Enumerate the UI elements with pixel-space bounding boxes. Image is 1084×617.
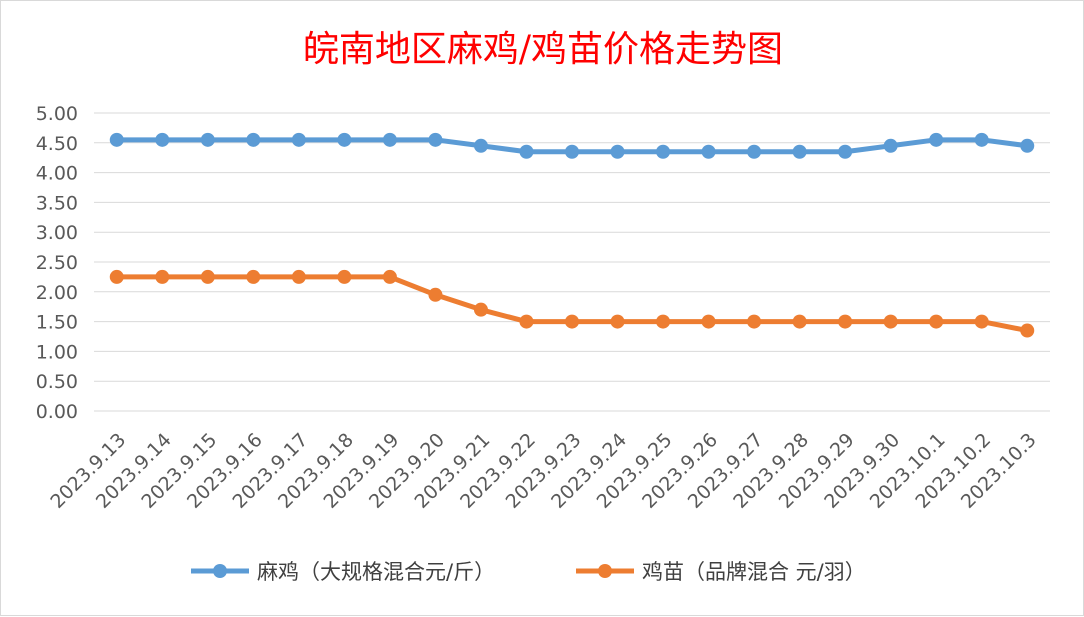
y-tick-label: 1.50: [36, 312, 78, 334]
data-point: [929, 314, 944, 329]
y-tick-label: 3.00: [36, 222, 78, 244]
data-point: [792, 144, 807, 159]
y-tick-label: 0.50: [36, 371, 78, 393]
data-point: [291, 269, 306, 284]
data-point: [838, 314, 853, 329]
y-tick-label: 5.00: [36, 103, 78, 125]
data-point: [565, 314, 579, 329]
data-point: [1020, 138, 1035, 153]
legend-item: 麻鸡（大规格混合元/斤）: [191, 560, 495, 584]
data-point: [747, 144, 762, 159]
series-1: [109, 132, 1035, 159]
data-point: [155, 269, 170, 284]
chart-title: 皖南地区麻鸡/鸡苗价格走势图: [303, 29, 783, 70]
data-point: [382, 132, 397, 147]
data-point: [656, 144, 671, 159]
y-tick-label: 2.00: [36, 282, 78, 304]
data-point: [701, 144, 716, 159]
series-group: [109, 132, 1035, 338]
data-point: [883, 138, 898, 153]
data-point: [610, 144, 625, 159]
y-axis-ticks: 0.00 0.50 1.00 1.50 2.00 2.50 3.00 3.50 4.00 4.50…: [36, 103, 78, 423]
data-point: [701, 314, 716, 329]
data-point: [974, 314, 989, 329]
data-point: [929, 132, 944, 147]
data-point: [428, 132, 443, 147]
legend-item: 鸡苗（品牌混合 元/羽）: [576, 560, 866, 584]
y-tick-label: 4.50: [36, 133, 78, 155]
data-point: [337, 269, 352, 284]
data-point: [610, 314, 625, 329]
y-tick-label: 1.00: [36, 341, 78, 363]
y-tick-label: 0.00: [36, 401, 78, 423]
data-point: [337, 132, 352, 147]
series-2: [109, 269, 1035, 338]
legend: 麻鸡（大规格混合元/斤） 鸡苗（品牌混合 元/羽）: [191, 560, 866, 584]
data-point: [109, 269, 124, 284]
y-tick-label: 2.50: [36, 252, 78, 274]
data-point: [200, 269, 215, 284]
x-axis-ticks: 2023.9.132023.9.142023.9.152023.9.162023…: [46, 429, 1040, 513]
data-point: [473, 302, 488, 317]
data-point: [200, 132, 215, 147]
data-point: [519, 314, 534, 329]
data-point: [155, 132, 170, 147]
data-point: [473, 138, 488, 153]
legend-dot-marker: [213, 564, 227, 578]
data-point: [565, 144, 579, 159]
data-point: [1020, 323, 1035, 338]
data-point: [792, 314, 807, 329]
data-point: [246, 132, 261, 147]
data-point: [382, 269, 397, 284]
legend-dot-marker: [598, 564, 612, 578]
data-point: [883, 314, 898, 329]
y-tick-label: 4.00: [36, 163, 78, 185]
data-point: [109, 132, 124, 147]
data-point: [246, 269, 261, 284]
legend-label: 麻鸡（大规格混合元/斤）: [257, 560, 495, 584]
data-point: [656, 314, 671, 329]
y-tick-label: 3.50: [36, 192, 78, 214]
legend-label: 鸡苗（品牌混合 元/羽）: [642, 560, 866, 584]
data-point: [747, 314, 762, 329]
data-point: [291, 132, 306, 147]
data-point: [974, 132, 989, 147]
data-point: [428, 287, 443, 302]
data-point: [838, 144, 853, 159]
data-point: [519, 144, 534, 159]
